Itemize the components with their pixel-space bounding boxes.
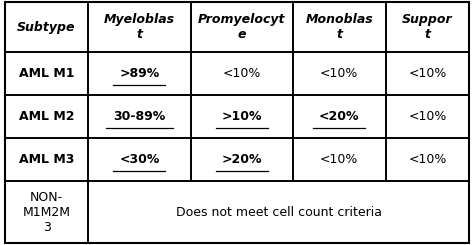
- Text: Monoblas
t: Monoblas t: [305, 13, 373, 41]
- Text: Does not meet cell count criteria: Does not meet cell count criteria: [176, 206, 382, 219]
- Text: 30-89%: 30-89%: [113, 110, 165, 123]
- Text: >89%: >89%: [119, 67, 160, 80]
- Text: <30%: <30%: [119, 153, 160, 166]
- Text: <10%: <10%: [320, 153, 358, 166]
- Text: Myeloblas
t: Myeloblas t: [104, 13, 175, 41]
- Text: NON-
M1M2M
3: NON- M1M2M 3: [23, 191, 71, 233]
- Text: <10%: <10%: [408, 110, 447, 123]
- Text: Subtype: Subtype: [17, 21, 76, 34]
- Text: <10%: <10%: [408, 153, 447, 166]
- Text: >10%: >10%: [221, 110, 262, 123]
- Text: AML M2: AML M2: [19, 110, 74, 123]
- Text: <10%: <10%: [222, 67, 261, 80]
- Text: AML M3: AML M3: [19, 153, 74, 166]
- Text: <10%: <10%: [320, 67, 358, 80]
- Text: <20%: <20%: [319, 110, 359, 123]
- Text: AML M1: AML M1: [19, 67, 74, 80]
- Text: <10%: <10%: [408, 67, 447, 80]
- Text: Promyelocyt
e: Promyelocyt e: [198, 13, 285, 41]
- Text: Suppor
t: Suppor t: [402, 13, 453, 41]
- Text: >20%: >20%: [221, 153, 262, 166]
